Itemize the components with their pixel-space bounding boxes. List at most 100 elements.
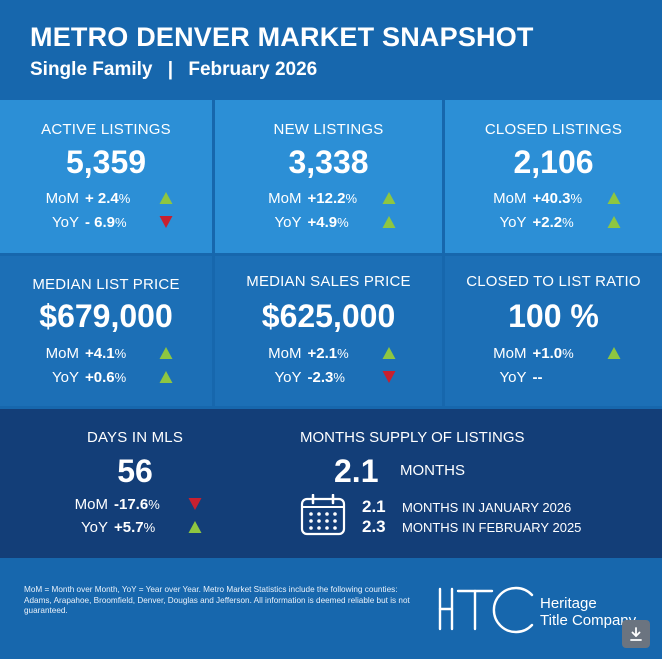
yoy-value: -2.3%: [307, 368, 345, 386]
yoy-value: --: [532, 368, 543, 386]
logo-line-1: Heritage: [540, 595, 597, 612]
supply-row: 2.3 MONTHS IN FEBRUARY 2025: [362, 517, 581, 537]
trend-up-icon: [159, 192, 173, 204]
yoy-value: +0.6%: [85, 368, 127, 386]
mom-value: +1.0%: [532, 344, 574, 362]
mom-stat: MoM +40.3%: [445, 188, 662, 208]
tile-value: 5,359: [65, 144, 147, 180]
tile-median-list-price: MEDIAN LIST PRICE $679,000 MoM +4.1% YoY…: [0, 256, 212, 406]
yoy-stat: YoY +2.2%: [445, 212, 662, 232]
yoy-key: YoY: [499, 368, 527, 386]
tile-active-listings: ACTIVE LISTINGS 5,359 MoM + 2.4% YoY - 6…: [0, 100, 212, 253]
page-title: METRO DENVER MARKET SNAPSHOT: [30, 22, 534, 52]
yoy-key: YoY: [274, 368, 302, 386]
yoy-key: YoY: [52, 213, 79, 231]
yoy-stat: YoY +4.9%: [215, 212, 442, 232]
tile-new-listings: NEW LISTINGS 3,338 MoM +12.2% YoY +4.9%: [215, 100, 442, 253]
tile-label: ACTIVE LISTINGS: [41, 121, 171, 138]
trend-up-icon: [607, 192, 620, 204]
subtitle-property-type: Single Family: [30, 59, 153, 80]
supply-row-text: MONTHS IN JANUARY 2026: [402, 499, 572, 515]
yoy-key: YoY: [52, 368, 79, 386]
mom-value: +4.1%: [85, 344, 127, 362]
tile-label: CLOSED TO LIST RATIO: [466, 273, 641, 290]
days-in-mls: DAYS IN MLS 56 MoM -17.6% YoY +5.7%: [0, 409, 270, 558]
tile-value: 100 %: [508, 298, 599, 334]
yoy-stat: YoY - 6.9%: [0, 212, 212, 232]
yoy-stat: YoY +5.7%: [0, 517, 270, 537]
tile-closed-to-list-ratio: CLOSED TO LIST RATIO 100 % MoM +1.0% YoY…: [445, 256, 662, 406]
mom-value: +12.2%: [307, 189, 358, 207]
supply-unit: MONTHS: [400, 462, 465, 479]
supply-row-text: MONTHS IN FEBRUARY 2025: [402, 519, 582, 535]
mom-value: +2.1%: [307, 344, 349, 362]
mom-stat: MoM -17.6%: [0, 494, 270, 514]
trend-down-icon: [382, 371, 395, 383]
yoy-value: - 6.9%: [85, 213, 127, 231]
supply-label: MONTHS SUPPLY OF LISTINGS: [300, 429, 525, 446]
logo-wordmark: Heritage Title Company: [540, 595, 636, 629]
download-icon: [630, 627, 642, 641]
mom-stat: MoM +4.1%: [0, 343, 212, 363]
logo-line-2: Title Company: [540, 612, 637, 629]
tile-median-sales-price: MEDIAN SALES PRICE $625,000 MoM +2.1% Yo…: [215, 256, 442, 406]
yoy-stat: YoY +0.6%: [0, 367, 212, 387]
mom-key: MoM: [268, 344, 302, 362]
mom-value: -17.6%: [114, 495, 160, 513]
supply-row-value: 2.3: [362, 517, 386, 536]
yoy-stat: YoY -2.3%: [215, 367, 442, 387]
disclaimer-text: MoM = Month over Month, YoY = Year over …: [24, 585, 410, 615]
tile-label: MEDIAN LIST PRICE: [32, 276, 180, 293]
trend-up-icon: [382, 216, 395, 228]
trend-up-icon: [607, 216, 620, 228]
yoy-stat: YoY --: [445, 367, 662, 387]
mom-stat: MoM +2.1%: [215, 343, 442, 363]
yoy-key: YoY: [274, 213, 302, 231]
mom-key: MoM: [493, 189, 527, 207]
subtitle-period: February 2026: [188, 59, 318, 80]
mom-stat: MoM +1.0%: [445, 343, 662, 363]
mom-stat: MoM + 2.4%: [0, 188, 212, 208]
supply-row-value: 2.1: [362, 497, 386, 516]
supply-value: 2.1: [334, 453, 379, 489]
yoy-key: YoY: [499, 213, 527, 231]
tile-label: CLOSED LISTINGS: [484, 121, 623, 138]
trend-up-icon: [159, 371, 173, 383]
mom-value: +40.3%: [532, 189, 583, 207]
page-subtitle: Single Family | February 2026: [30, 59, 317, 81]
trend-up-icon: [159, 347, 173, 359]
mom-key: MoM: [74, 495, 108, 513]
tile-value: $679,000: [39, 298, 173, 334]
tile-label: MEDIAN SALES PRICE: [246, 273, 411, 290]
yoy-value: +4.9%: [307, 213, 349, 231]
tile-value: 3,338: [288, 144, 369, 180]
trend-down-icon: [159, 216, 173, 228]
footer: MoM = Month over Month, YoY = Year over …: [0, 559, 662, 659]
mom-key: MoM: [268, 189, 302, 207]
trend-down-icon: [188, 498, 202, 510]
tile-value: $625,000: [261, 298, 396, 334]
htc-logo-icon: [438, 586, 534, 634]
trend-up-icon: [382, 192, 395, 204]
mom-value: + 2.4%: [85, 189, 131, 207]
yoy-key: YoY: [81, 518, 108, 536]
subtitle-separator: |: [167, 59, 174, 80]
tile-closed-listings: CLOSED LISTINGS 2,106 MoM +40.3% YoY +2.…: [445, 100, 662, 253]
mom-key: MoM: [493, 344, 527, 362]
trend-up-icon: [607, 347, 620, 359]
trend-up-icon: [382, 347, 395, 359]
tile-value: 2,106: [513, 144, 594, 180]
header: METRO DENVER MARKET SNAPSHOT Single Fami…: [0, 0, 662, 98]
trend-spacer: [607, 370, 621, 384]
mom-key: MoM: [45, 344, 79, 362]
yoy-value: +5.7%: [114, 518, 156, 536]
tile-label: NEW LISTINGS: [273, 121, 384, 138]
mom-key: MoM: [45, 189, 79, 207]
download-button[interactable]: [622, 620, 650, 648]
yoy-value: +2.2%: [532, 213, 574, 231]
supply-row: 2.1 MONTHS IN JANUARY 2026: [362, 497, 571, 517]
trend-up-icon: [188, 521, 202, 533]
tile-label: DAYS IN MLS: [86, 429, 184, 446]
tile-value: 56: [117, 453, 153, 489]
